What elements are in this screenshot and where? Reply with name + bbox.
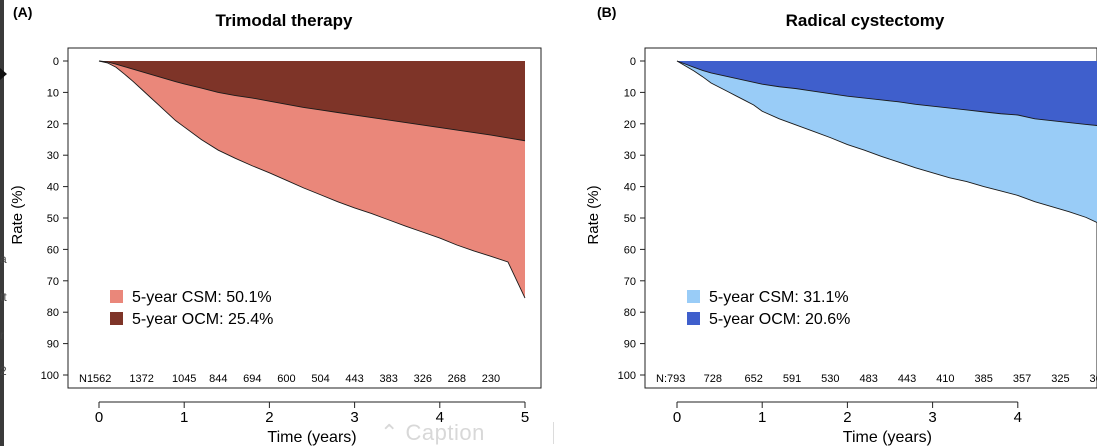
risk-table-value: 443 <box>898 373 916 385</box>
area-series-csm <box>99 61 525 299</box>
risk-table-value: 383 <box>380 373 398 385</box>
legend-label: 5-year OCM: 20.6% <box>709 311 850 328</box>
y-tick-label: 100 <box>618 370 636 382</box>
y-tick-label: 10 <box>624 87 636 99</box>
y-tick-label: 40 <box>47 182 59 194</box>
x-tick-label: 1 <box>180 409 188 426</box>
y-axis-label: Rate (%) <box>585 185 602 244</box>
y-tick-label: 100 <box>41 370 59 382</box>
boundary-line-ocm <box>676 60 1097 126</box>
area-series-csm <box>677 61 1097 223</box>
chart-title: Radical cystectomy <box>786 11 945 30</box>
risk-table-value: 443 <box>345 373 363 385</box>
y-axis-label: Rate (%) <box>9 185 26 244</box>
y-tick-label: 90 <box>47 339 59 351</box>
risk-table-value: 268 <box>448 373 466 385</box>
area-series-ocm <box>99 61 525 141</box>
boundary-line-total <box>676 60 1097 224</box>
risk-table-value: 844 <box>209 373 227 385</box>
risk-table-value: 1045 <box>172 373 196 385</box>
y-tick-label: 50 <box>624 213 636 225</box>
y-tick-label: 10 <box>47 87 59 99</box>
stray-text-1: a <box>0 252 7 266</box>
legend-swatch <box>687 312 700 325</box>
stray-text-3: r <box>0 328 4 342</box>
risk-table-value: 504 <box>311 373 329 385</box>
caption-divider <box>553 422 554 444</box>
x-tick-label: 2 <box>843 409 851 426</box>
y-tick-label: 0 <box>630 56 636 68</box>
legend-label: 5-year CSM: 31.1% <box>709 289 849 306</box>
left-edge-strip <box>0 0 4 446</box>
risk-table-value: 325 <box>1051 373 1069 385</box>
x-tick-label: 0 <box>673 409 681 426</box>
risk-table-value: 1372 <box>129 373 153 385</box>
x-tick-label: 2 <box>265 409 273 426</box>
boundary-line-ocm <box>98 60 526 142</box>
risk-table-value: 410 <box>936 373 954 385</box>
risk-table-value: 591 <box>783 373 801 385</box>
y-tick-label: 20 <box>47 119 59 131</box>
panel-label: (B) <box>597 4 616 20</box>
risk-table-value: 728 <box>704 373 722 385</box>
chart-title: Trimodal therapy <box>216 11 354 30</box>
risk-table-value: 530 <box>821 373 839 385</box>
y-tick-label: 20 <box>624 119 636 131</box>
x-tick-label: 1 <box>758 409 766 426</box>
risk-table-value: 300 <box>1090 373 1097 385</box>
legend-label: 5-year CSM: 50.1% <box>132 289 272 306</box>
x-tick-label: 4 <box>436 409 444 426</box>
y-tick-label: 40 <box>624 182 636 194</box>
legend-label: 5-year OCM: 25.4% <box>132 311 273 328</box>
x-axis-label: Time (years) <box>843 429 932 446</box>
y-tick-label: 80 <box>47 307 59 319</box>
boundary-line-total <box>98 60 526 299</box>
caption-toggle-button[interactable]: ⌃ Caption <box>380 420 485 445</box>
y-tick-label: 0 <box>53 56 59 68</box>
y-tick-label: 60 <box>624 244 636 256</box>
x-tick-label: 0 <box>95 409 103 426</box>
risk-table-value: 357 <box>1013 373 1031 385</box>
risk-table-value: 230 <box>482 373 500 385</box>
stray-text-4: 2 <box>0 364 7 378</box>
y-tick-label: 30 <box>624 150 636 162</box>
legend-swatch <box>110 290 123 303</box>
risk-table-label: N1562 <box>79 373 111 385</box>
risk-table-value: 600 <box>277 373 295 385</box>
risk-table-value: 694 <box>243 373 261 385</box>
area-series-ocm <box>677 61 1097 126</box>
risk-table-label: N:793 <box>656 373 685 385</box>
panel-label: (A) <box>13 4 32 20</box>
risk-table-value: 652 <box>745 373 763 385</box>
x-tick-label: 5 <box>521 409 529 426</box>
x-tick-label: 3 <box>350 409 358 426</box>
y-tick-label: 50 <box>47 213 59 225</box>
y-tick-label: 60 <box>47 244 59 256</box>
stray-text-2: tt <box>0 290 7 304</box>
y-tick-label: 80 <box>624 307 636 319</box>
y-tick-label: 70 <box>47 276 59 288</box>
x-tick-label: 4 <box>1014 409 1022 426</box>
risk-table-value: 326 <box>414 373 432 385</box>
legend-swatch <box>687 290 700 303</box>
legend-swatch <box>110 312 123 325</box>
y-tick-label: 90 <box>624 339 636 351</box>
y-tick-label: 30 <box>47 150 59 162</box>
expand-arrow-icon[interactable] <box>0 68 7 80</box>
x-tick-label: 3 <box>928 409 936 426</box>
risk-table-value: 385 <box>975 373 993 385</box>
x-axis-label: Time (years) <box>267 429 356 446</box>
risk-table-value: 483 <box>860 373 878 385</box>
y-tick-label: 70 <box>624 276 636 288</box>
